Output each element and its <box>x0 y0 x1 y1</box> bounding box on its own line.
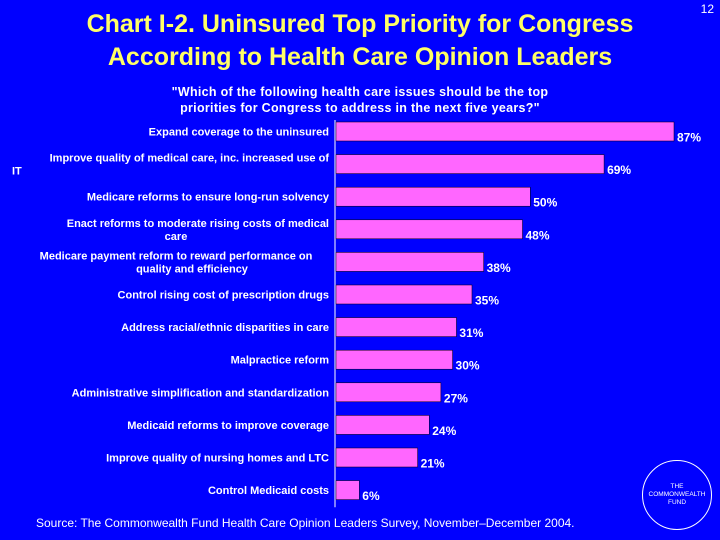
bar <box>335 252 484 272</box>
value-label: 48% <box>525 228 549 242</box>
value-label: 87% <box>677 131 701 145</box>
value-label: 38% <box>487 261 511 275</box>
category-label: Medicaid reforms to improve coverage <box>127 420 329 432</box>
category-label: Administrative simplification and standa… <box>72 387 330 399</box>
bar <box>335 447 418 468</box>
category-label: Malpractice reform <box>231 355 330 367</box>
logo-line-2: COMMONWEALTH <box>648 491 706 498</box>
bar <box>335 284 473 305</box>
bar <box>335 415 430 435</box>
chart-title: Chart I-2. Uninsured Top Priority for Co… <box>0 8 720 74</box>
value-label: 31% <box>459 326 483 340</box>
bar <box>335 382 442 403</box>
bar <box>335 219 523 240</box>
survey-question-line-1: "Which of the following health care issu… <box>171 85 549 99</box>
category-label: Medicare reforms to ensure long-run solv… <box>87 192 330 204</box>
category-label: care <box>165 231 188 243</box>
value-label: 69% <box>607 163 631 177</box>
value-label: 24% <box>432 424 456 438</box>
chart-title-line-1: Chart I-2. Uninsured Top Priority for Co… <box>86 10 634 38</box>
survey-question: "Which of the following health care issu… <box>0 84 720 116</box>
bar <box>335 317 457 337</box>
source-note: Source: The Commonwealth Fund Health Car… <box>36 516 575 530</box>
category-label: quality and efficiency <box>136 263 249 275</box>
survey-question-line-2: priorities for Congress to address in th… <box>180 101 540 115</box>
category-label: Improve quality of medical care, inc. in… <box>50 153 330 165</box>
value-label: 6% <box>362 489 380 503</box>
category-label: Address racial/ethnic disparities in car… <box>121 322 329 334</box>
commonwealth-fund-logo: THE COMMONWEALTH FUND <box>642 460 712 530</box>
bar <box>335 349 453 370</box>
bar <box>335 480 360 500</box>
value-label: 50% <box>533 196 557 210</box>
value-label: 35% <box>475 294 499 308</box>
slide-number: 12 <box>700 2 714 16</box>
value-label: 30% <box>456 359 480 373</box>
logo-line-3: FUND <box>667 499 687 506</box>
bar <box>335 186 531 207</box>
bar <box>335 154 605 174</box>
category-label: IT <box>12 166 22 178</box>
value-label: 21% <box>421 457 445 471</box>
logo-line-1: THE <box>670 483 684 490</box>
category-label: Control rising cost of prescription drug… <box>118 290 329 302</box>
bar <box>335 121 675 142</box>
category-label: Control Medicaid costs <box>208 485 329 497</box>
category-label: Medicare payment reform to reward perfor… <box>40 250 313 262</box>
category-label: Enact reforms to moderate rising costs o… <box>67 218 329 230</box>
value-label: 27% <box>444 391 468 405</box>
category-label: Improve quality of nursing homes and LTC <box>106 453 329 465</box>
chart-title-line-2: According to Health Care Opinion Leaders <box>107 43 613 71</box>
category-label: Expand coverage to the uninsured <box>149 127 329 139</box>
